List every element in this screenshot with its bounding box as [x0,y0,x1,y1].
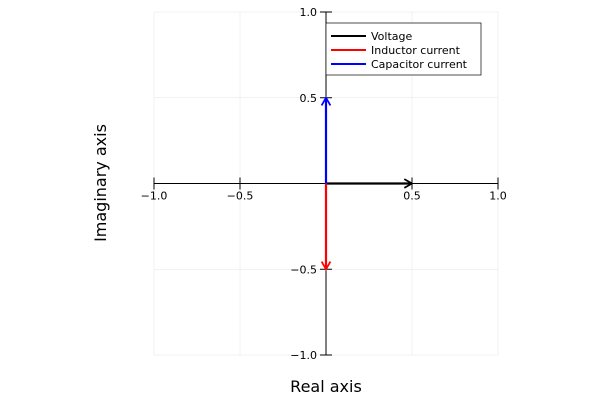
series [320,95,414,272]
x-tick-label: −1.0 [141,190,168,203]
y-tick-label: 1.0 [300,6,318,19]
y-axis-title: Imaginary axis [91,124,110,242]
legend-label: Voltage [371,30,412,43]
x-tick-label: 1.0 [489,190,507,203]
x-tick-label: 0.5 [403,190,421,203]
legend-label: Inductor current [371,44,461,57]
y-tick-label: 0.5 [300,92,318,105]
x-tick-label: −0.5 [227,190,254,203]
y-tick-label: −1.0 [290,349,317,362]
y-tick-label: −0.5 [290,263,317,276]
legend-label: Capacitor current [371,58,468,71]
ticks: −1.0 −0.5 0.5 1.0 −1.0 −0.5 0.5 1.0 [141,6,507,362]
x-axis-title: Real axis [290,377,362,396]
